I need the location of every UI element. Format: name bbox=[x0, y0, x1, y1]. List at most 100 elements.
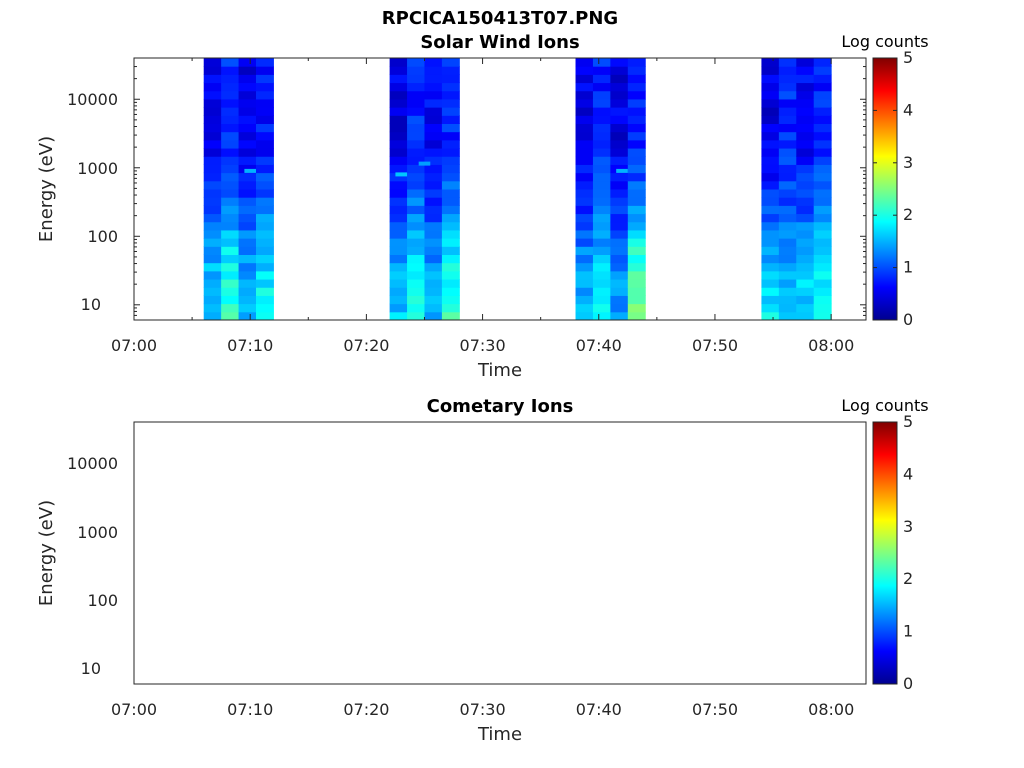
heatmap-cell bbox=[575, 180, 594, 190]
heatmap-cell bbox=[407, 58, 425, 67]
heatmap-cell bbox=[203, 254, 222, 264]
heatmap-cell bbox=[221, 148, 240, 157]
heatmap-cell bbox=[424, 123, 443, 133]
heatmap-cell bbox=[407, 107, 425, 116]
heatmap-cell bbox=[221, 74, 240, 84]
heatmap-cell bbox=[627, 172, 646, 182]
heatmap-cell bbox=[389, 131, 408, 141]
heatmap-cell bbox=[256, 213, 274, 223]
heatmap-cell bbox=[407, 180, 425, 190]
heatmap-cell bbox=[627, 295, 646, 305]
heatmap-cell bbox=[610, 66, 629, 75]
heatmap-cell bbox=[627, 205, 646, 215]
heatmap-cell bbox=[592, 139, 611, 149]
heatmap-cell bbox=[221, 213, 240, 223]
colorbar bbox=[872, 421, 898, 685]
heatmap-cell bbox=[256, 66, 274, 75]
heatmap-cell bbox=[778, 246, 797, 255]
heatmap-cell bbox=[592, 115, 611, 124]
x-tick-label: 07:10 bbox=[227, 336, 273, 355]
heatmap-cell bbox=[627, 279, 646, 288]
heatmap-cell bbox=[575, 131, 594, 141]
heatmap-cell bbox=[627, 148, 646, 157]
heatmap-cell bbox=[238, 311, 257, 321]
x-tick-label: 07:40 bbox=[576, 336, 622, 355]
heatmap-cell bbox=[610, 303, 629, 313]
heatmap-cell bbox=[796, 74, 815, 84]
heatmap-cell bbox=[796, 295, 815, 305]
heatmap-cell bbox=[221, 131, 240, 141]
heatmap-cell bbox=[203, 90, 222, 100]
heatmap-cell bbox=[610, 98, 629, 108]
heatmap-cell bbox=[761, 205, 780, 215]
heatmap-cell bbox=[778, 164, 797, 174]
heatmap-cell bbox=[238, 238, 257, 247]
heatmap-cell bbox=[441, 131, 460, 141]
heatmap-cell bbox=[407, 229, 425, 239]
heatmap-cell bbox=[256, 98, 274, 108]
heatmap-cell bbox=[407, 148, 425, 157]
heatmap-cell bbox=[441, 98, 460, 108]
heatmap-cell bbox=[424, 287, 443, 296]
heatmap-cell bbox=[778, 82, 797, 92]
heatmap-cell bbox=[796, 156, 815, 165]
x-tick-label: 08:00 bbox=[808, 336, 854, 355]
heatmap-cell bbox=[813, 58, 832, 67]
heatmap-cell bbox=[575, 270, 594, 280]
heatmap-cell bbox=[407, 262, 425, 272]
heatmap-cell bbox=[610, 270, 629, 280]
heatmap-cell bbox=[592, 66, 611, 75]
heatmap-cell bbox=[761, 303, 780, 313]
heatmap-cell bbox=[813, 164, 832, 174]
heatmap-cell bbox=[203, 148, 222, 157]
heatmap-cell bbox=[610, 115, 629, 124]
heatmap-cell bbox=[796, 98, 815, 108]
heatmap-cell bbox=[778, 148, 797, 157]
heatmap-cell bbox=[221, 238, 240, 247]
heatmap-cell bbox=[441, 262, 460, 272]
x-tick-label: 07:50 bbox=[692, 700, 738, 719]
heatmap-cell bbox=[203, 189, 222, 198]
heatmap-cell bbox=[424, 98, 443, 108]
heatmap-cell bbox=[389, 66, 408, 75]
heatmap-cell bbox=[575, 107, 594, 116]
heatmap-cell bbox=[203, 66, 222, 75]
y-tick-label: 10000 bbox=[67, 90, 118, 109]
heatmap-cell bbox=[575, 213, 594, 223]
heatmap-cell bbox=[221, 287, 240, 296]
colorbar-tick-label: 5 bbox=[903, 48, 913, 67]
heatmap-cell bbox=[441, 270, 460, 280]
heatmap-cell bbox=[778, 115, 797, 124]
heatmap-cell bbox=[256, 131, 274, 141]
heatmap-cell bbox=[575, 279, 594, 288]
heatmap-cell bbox=[813, 131, 832, 141]
heatmap-cell bbox=[627, 238, 646, 247]
heatmap-cell bbox=[592, 156, 611, 165]
heatmap-cell bbox=[592, 279, 611, 288]
heatmap-cell bbox=[203, 98, 222, 108]
heatmap-cell bbox=[407, 115, 425, 124]
heatmap-cell bbox=[389, 74, 408, 84]
heatmap-cell bbox=[238, 197, 257, 206]
heatmap-cell bbox=[424, 229, 443, 239]
heatmap-cell bbox=[238, 262, 257, 272]
heatmap-cell bbox=[761, 74, 780, 84]
heatmap-cell bbox=[796, 82, 815, 92]
heatmap-cell bbox=[256, 115, 274, 124]
heatmap-cell bbox=[778, 74, 797, 84]
heatmap-cell bbox=[238, 66, 257, 75]
heatmap-cell bbox=[627, 197, 646, 206]
heatmap-cell bbox=[389, 139, 408, 149]
heatmap-cell bbox=[592, 205, 611, 215]
colorbar-tick-label: 2 bbox=[903, 569, 913, 588]
panel-title: Solar Wind Ions bbox=[420, 32, 579, 53]
heatmap-cell bbox=[627, 180, 646, 190]
heatmap-cell bbox=[627, 270, 646, 280]
colorbar bbox=[872, 57, 898, 321]
heatmap-cell bbox=[813, 295, 832, 305]
heatmap-cell bbox=[610, 197, 629, 206]
heatmap-cell bbox=[761, 311, 780, 321]
heatmap-cell bbox=[575, 66, 594, 75]
colorbar-tick-label: 2 bbox=[903, 205, 913, 224]
heatmap-cell bbox=[627, 82, 646, 92]
